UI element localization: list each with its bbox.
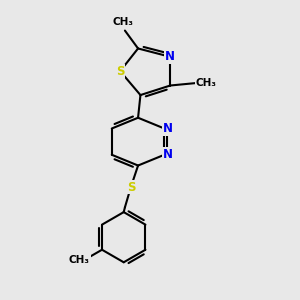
Text: CH₃: CH₃	[196, 78, 217, 88]
Text: N: N	[163, 148, 173, 161]
Text: CH₃: CH₃	[112, 17, 133, 27]
Text: CH₃: CH₃	[69, 255, 90, 265]
Text: N: N	[163, 122, 173, 135]
Text: S: S	[127, 181, 135, 194]
Text: N: N	[165, 50, 175, 63]
Text: S: S	[116, 65, 124, 78]
